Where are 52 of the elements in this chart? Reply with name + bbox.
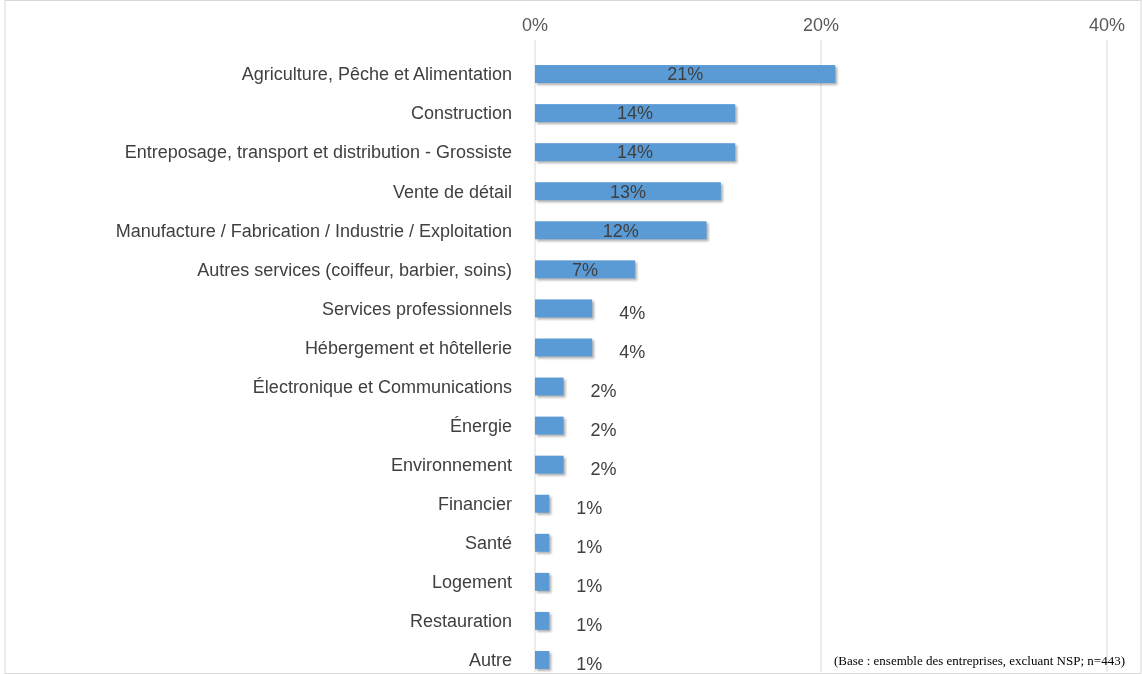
bar (535, 143, 736, 162)
y-tick-label: Construction (410, 103, 512, 124)
data-label: 21% (667, 64, 704, 85)
bar (535, 572, 550, 591)
y-tick-label: Financier (437, 494, 512, 515)
bar (535, 104, 736, 123)
data-label: 4% (619, 341, 646, 362)
bar (535, 533, 550, 552)
data-label: 1% (576, 498, 603, 519)
bar (535, 455, 564, 474)
data-label: 14% (617, 103, 654, 124)
bar (535, 494, 550, 513)
y-tick-label: Manufacture / Fabrication / Industrie / Exploitation (115, 220, 512, 241)
y-tick-label: Entreposage, transport et distribution - Grossiste (124, 142, 512, 163)
data-label: 1% (576, 576, 603, 597)
annotation: (Base : ensemble des entreprises, excluant NSP; n=443) (833, 653, 1125, 668)
data-label: 1% (576, 615, 603, 636)
y-tick-label: Vente de détail (392, 181, 512, 202)
bar (535, 338, 593, 357)
y-tick-label: Autres services (coiffeur, barbier, soins) (197, 259, 512, 280)
data-label: 13% (609, 181, 646, 202)
data-label: 12% (602, 220, 639, 241)
y-tick-label: Logement (431, 572, 512, 593)
bar (535, 221, 707, 240)
bar (535, 377, 564, 396)
y-tick-label: Hébergement et hôtellerie (304, 337, 512, 358)
data-label: 7% (572, 259, 599, 280)
y-tick-label: Agriculture, Pêche et Alimentation (241, 64, 512, 85)
bar (535, 65, 836, 84)
data-label: 1% (576, 654, 603, 674)
bar (535, 299, 593, 318)
y-tick-label: Services professionnels (321, 298, 512, 319)
y-tick-label: Autre (468, 650, 512, 671)
x-tick-label: 0% (521, 15, 549, 35)
bar (535, 182, 721, 201)
y-tick-label: Restauration (409, 611, 512, 632)
data-label: 2% (590, 380, 617, 401)
bar (535, 416, 564, 435)
y-tick-label: Électronique et Communications (252, 376, 512, 397)
x-tick-label: 40% (1088, 15, 1126, 35)
y-tick-label: Énergie (449, 415, 512, 436)
data-label: 14% (617, 142, 654, 163)
bar (535, 650, 550, 669)
y-tick-label: Environnement (390, 454, 512, 475)
bar (535, 260, 636, 279)
data-label: 4% (619, 302, 646, 323)
x-tick-label: 20% (802, 15, 840, 35)
y-tick-label: Santé (464, 533, 512, 554)
bar (535, 611, 550, 630)
data-label: 2% (590, 458, 617, 479)
data-label: 1% (576, 537, 603, 558)
data-label: 2% (590, 419, 617, 440)
